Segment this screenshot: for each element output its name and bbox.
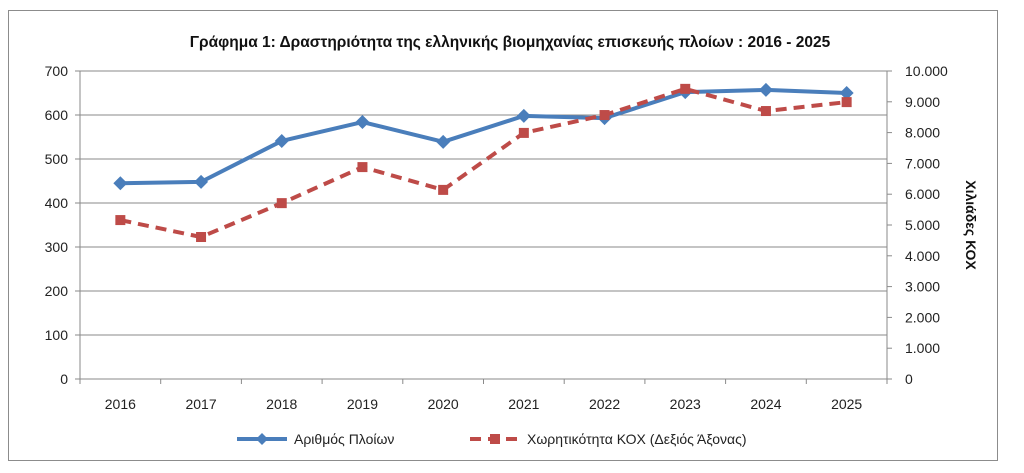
x-tick-label: 2022 (589, 396, 620, 412)
right-tick-label: 5.000 (905, 217, 940, 233)
left-tick-label: 400 (45, 195, 69, 211)
x-tick-label: 2018 (266, 396, 297, 412)
x-tick-label: 2016 (105, 396, 136, 412)
x-tick-label: 2025 (831, 396, 862, 412)
legend-marker-square (490, 434, 500, 444)
left-tick-label: 300 (45, 239, 69, 255)
data-point-square (518, 127, 529, 138)
data-point-diamond (194, 174, 209, 189)
right-tick-label: 6.000 (905, 186, 940, 202)
series-line (119, 86, 847, 240)
data-point-square (760, 106, 771, 117)
x-tick-label: 2023 (670, 396, 701, 412)
data-point-square (276, 198, 287, 209)
left-tick-label: 500 (45, 151, 69, 167)
data-point-diamond (758, 82, 773, 97)
left-tick-label: 0 (60, 371, 68, 387)
x-tick-label: 2019 (347, 396, 378, 412)
data-point-diamond (839, 86, 854, 100)
data-point-diamond (113, 176, 128, 191)
x-tick-label: 2021 (508, 396, 539, 412)
data-point-square (599, 110, 610, 121)
chart-title: Γράφημα 1: Δραστηριότητα της ελληνικής β… (190, 34, 831, 51)
legend-label: Αριθμός Πλοίων (294, 431, 394, 447)
data-point-square (438, 184, 449, 195)
data-point-square (841, 97, 852, 108)
right-tick-label: 4.000 (905, 248, 940, 264)
data-point-diamond (274, 133, 289, 148)
right-tick-label: 10.000 (905, 63, 948, 79)
right-tick-label: 8.000 (905, 125, 940, 141)
legend: Αριθμός Πλοίων Χωρητικότητα ΚΟΧ (Δεξιός Ά… (237, 431, 747, 447)
data-point-square (357, 162, 368, 173)
right-tick-label: 9.000 (905, 94, 940, 110)
left-tick-label: 100 (45, 327, 69, 343)
right-tick-label: 0 (905, 371, 913, 387)
right-tick-label: 3.000 (905, 279, 940, 295)
left-tick-label: 600 (45, 107, 69, 123)
data-point-square (680, 83, 691, 94)
x-tick-label: 2024 (750, 396, 781, 412)
right-tick-label: 7.000 (905, 155, 940, 171)
right-tick-label: 2.000 (905, 309, 940, 325)
left-tick-label: 700 (45, 63, 69, 79)
right-tick-label: 1.000 (905, 340, 940, 356)
data-point-diamond (516, 108, 531, 123)
data-point-diamond (355, 115, 370, 130)
legend-label: Χωρητικότητα ΚΟΧ (Δεξιός Άξονας) (527, 431, 747, 447)
data-point-square (196, 232, 207, 243)
x-tick-label: 2020 (428, 396, 459, 412)
legend-marker-diamond (256, 433, 268, 445)
x-tick-label: 2017 (185, 396, 216, 412)
left-tick-label: 200 (45, 283, 69, 299)
data-point-square (115, 215, 126, 226)
series-line (120, 87, 847, 186)
chart-frame (8, 10, 998, 461)
right-axis-label: Χιλιάδες ΚΟΧ (963, 180, 979, 270)
data-point-diamond (436, 134, 451, 149)
